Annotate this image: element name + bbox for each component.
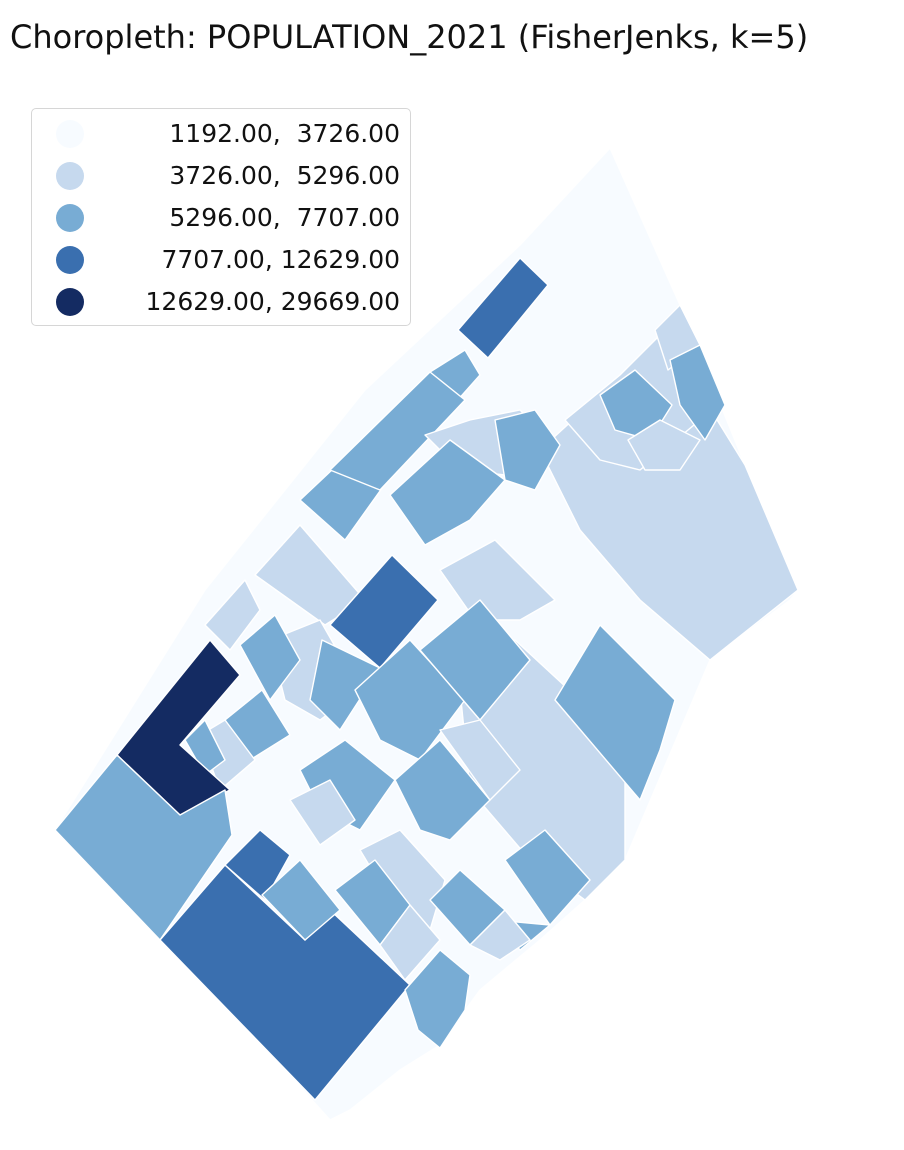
region-centre-e bbox=[394, 739, 491, 841]
region-centre-class3 bbox=[329, 554, 439, 669]
legend-swatch-2 bbox=[56, 162, 84, 190]
region-south-c bbox=[404, 949, 471, 1049]
region-east-a bbox=[554, 624, 676, 801]
legend-label-4: 7707.00, 12629.00 bbox=[161, 245, 400, 274]
legend-label-3: 5296.00, 7707.00 bbox=[169, 203, 400, 232]
region-south-d bbox=[379, 904, 441, 981]
region-nw-d bbox=[494, 409, 561, 491]
legend-item-4: 7707.00, 12629.00 bbox=[32, 239, 412, 281]
region-centre-i bbox=[469, 909, 531, 961]
region-ne-d bbox=[627, 419, 701, 471]
region-south-a bbox=[261, 859, 341, 941]
region-east-b bbox=[504, 829, 591, 926]
region-top-class3 bbox=[457, 257, 549, 359]
legend-swatch-4 bbox=[56, 246, 84, 274]
legend-swatch-1 bbox=[56, 120, 84, 148]
legend-item-2: 3726.00, 5296.00 bbox=[32, 155, 412, 197]
legend-label-1: 1192.00, 3726.00 bbox=[169, 119, 400, 148]
region-south-e bbox=[289, 779, 356, 846]
legend-item-5: 12629.00, 29669.00 bbox=[32, 281, 412, 323]
legend-label-2: 3726.00, 5296.00 bbox=[169, 161, 400, 190]
region-centre-c bbox=[419, 599, 531, 721]
region-nw-b bbox=[329, 371, 466, 491]
legend-item-3: 5296.00, 7707.00 bbox=[32, 197, 412, 239]
region-centre-a bbox=[309, 639, 381, 731]
region-nw-e bbox=[389, 439, 506, 546]
legend-label-5: 12629.00, 29669.00 bbox=[145, 287, 400, 316]
legend: 1192.00, 3726.00 3726.00, 5296.00 5296.0… bbox=[31, 108, 411, 326]
region-south-class3-b bbox=[224, 829, 291, 901]
region-centre-f bbox=[439, 719, 521, 801]
legend-swatch-3 bbox=[56, 204, 84, 232]
region-west-a bbox=[239, 614, 301, 701]
region-west-c bbox=[204, 579, 261, 651]
region-ne-c bbox=[669, 344, 726, 441]
legend-item-1: 1192.00, 3726.00 bbox=[32, 113, 412, 155]
map-title: Choropleth: POPULATION_2021 (FisherJenks… bbox=[10, 18, 809, 56]
legend-swatch-5 bbox=[56, 288, 84, 316]
